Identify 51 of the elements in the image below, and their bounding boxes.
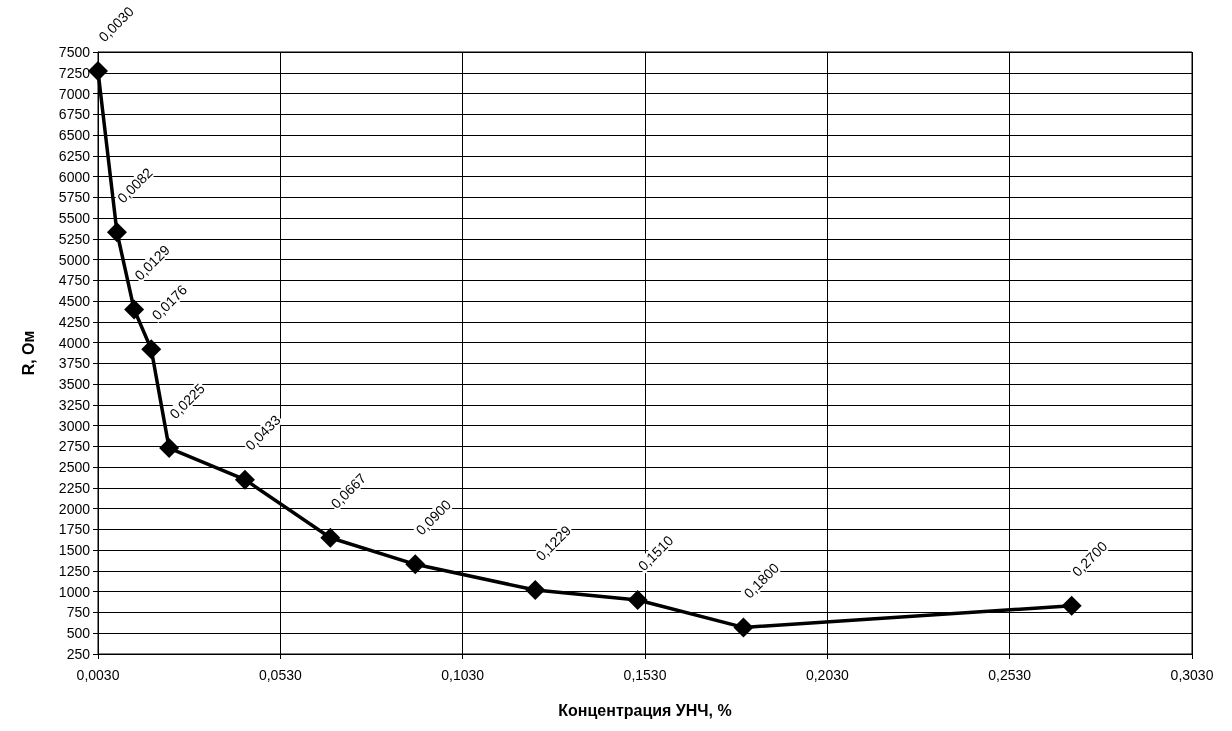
y-tick-label: 750 xyxy=(66,604,91,621)
y-tick-label: 3500 xyxy=(58,376,91,393)
y-tick-label: 4250 xyxy=(58,313,91,330)
y-tick-label: 6000 xyxy=(58,168,91,185)
point xyxy=(106,222,127,243)
y-tick-label: 6500 xyxy=(58,127,91,144)
point xyxy=(234,469,255,490)
x-axis-title: Концентрация УНЧ, % xyxy=(558,701,732,719)
y-tick-label: 2000 xyxy=(58,500,91,517)
point xyxy=(627,590,648,611)
x-tick-label: 0,1530 xyxy=(623,667,667,683)
y-tick-label: 5750 xyxy=(58,189,91,206)
point xyxy=(405,554,426,575)
y-tick-label: 250 xyxy=(66,646,91,662)
y-tick-label: 5250 xyxy=(58,230,91,247)
x-tick-label: 0,0030 xyxy=(76,667,120,683)
y-tick-label: 1750 xyxy=(58,521,91,538)
y-tick-label: 4000 xyxy=(58,334,91,351)
y-tick-label: 7000 xyxy=(58,85,91,102)
y-tick-label: 1250 xyxy=(58,562,91,579)
y-axis-title: R, Ом xyxy=(19,330,37,376)
y-tick-label: 7250 xyxy=(58,64,91,81)
y-tick-label: 1500 xyxy=(58,542,91,559)
point xyxy=(159,438,180,459)
point xyxy=(733,617,754,638)
y-tick-label: 4500 xyxy=(58,293,91,310)
point xyxy=(124,299,145,320)
y-tick-label: 2500 xyxy=(58,459,91,476)
y-tick-label: 3000 xyxy=(58,417,91,434)
x-tick-label: 0,0530 xyxy=(258,667,302,683)
y-tick-label: 2750 xyxy=(58,438,91,455)
x-tick-label: 0,2530 xyxy=(988,667,1032,683)
y-tick-label: 5000 xyxy=(58,251,91,268)
y-tick-label: 1000 xyxy=(58,583,91,600)
point xyxy=(1061,595,1082,616)
x-tick-label: 0,2030 xyxy=(805,667,849,683)
point xyxy=(525,580,546,601)
x-tick-label: 0,1030 xyxy=(441,667,485,683)
y-tick-label: 5500 xyxy=(58,210,91,227)
y-tick-label: 2250 xyxy=(58,479,91,496)
y-tick-label: 4750 xyxy=(58,272,91,289)
y-tick-label: 6750 xyxy=(58,106,91,123)
y-tick-label: 3750 xyxy=(58,355,91,372)
y-tick-label: 6250 xyxy=(58,147,91,164)
y-tick-label: 3250 xyxy=(58,396,91,413)
x-tick-label: 0,3030 xyxy=(1170,667,1214,683)
y-tick-label: 7500 xyxy=(58,44,91,60)
y-tick-label: 500 xyxy=(66,625,91,642)
point xyxy=(88,61,108,82)
point xyxy=(141,339,162,360)
point xyxy=(320,527,341,548)
